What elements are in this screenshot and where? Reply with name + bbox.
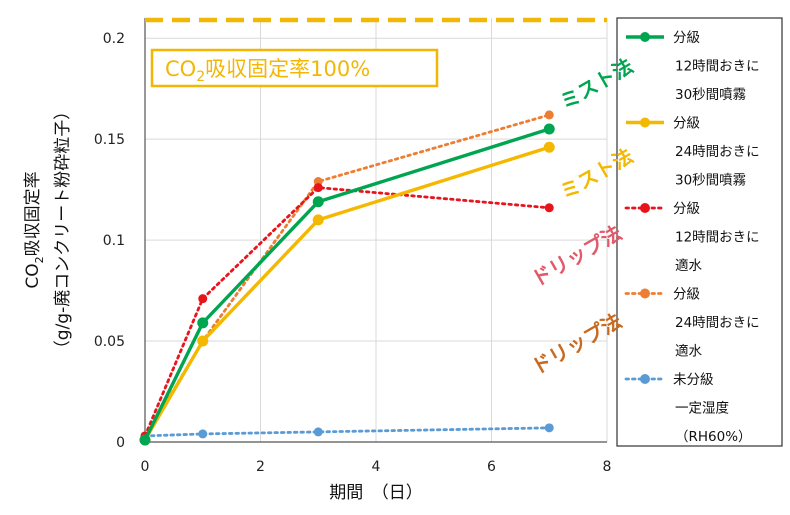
reference-label-rest: 吸収固定率100% — [205, 57, 370, 81]
legend-label-2-1: 12時間おきに — [675, 230, 760, 246]
reference-label-sub: 2 — [196, 69, 205, 85]
legend-label-1-2: 30秒間噴霧 — [675, 173, 746, 189]
legend-marker-0 — [640, 32, 650, 42]
series-line-4 — [143, 426, 551, 438]
legend-label-0-1: 12時間おきに — [675, 59, 760, 75]
reference-label-box — [150, 48, 439, 88]
series-line-2 — [143, 186, 551, 438]
data-point-s2-1 — [198, 294, 208, 304]
y-tick-label: 0 — [116, 435, 125, 451]
data-point-s4-1 — [198, 429, 208, 439]
y-tick-label: 0.2 — [103, 31, 125, 47]
x-tick-label: 8 — [603, 459, 612, 475]
legend-marker-3 — [640, 288, 650, 299]
legend-label-2-0: 分級 — [673, 201, 701, 217]
x-tick-label: 2 — [256, 459, 265, 475]
legend-label-4-2: （RH60%） — [675, 429, 752, 445]
data-point-s1-3 — [543, 141, 555, 153]
data-point-s1-2 — [312, 214, 324, 226]
data-point-s0-1 — [197, 317, 209, 329]
reference-label-co: CO — [165, 57, 196, 81]
x-tick-label: 0 — [141, 459, 150, 475]
y-axis-title-sub: 2 — [33, 256, 46, 263]
legend-label-0-2: 30秒間噴霧 — [675, 87, 746, 103]
legend-label-1-0: 分級 — [673, 116, 701, 132]
legend-marker-4 — [640, 374, 650, 384]
legend-label-1-1: 24時間おきに — [675, 144, 760, 160]
y-tick-label: 0.15 — [94, 132, 125, 148]
data-point-s2-3 — [544, 203, 554, 213]
legend-label-3-0: 分級 — [673, 287, 701, 303]
x-axis-title: 期間 （日） — [329, 483, 423, 503]
data-point-s0-0 — [139, 434, 151, 446]
data-point-s0-2 — [312, 196, 324, 208]
y-axis-title-line1: CO2吸収固定率 — [23, 171, 46, 288]
data-point-s4-3 — [544, 423, 554, 433]
reference-label: CO2吸収固定率100% — [165, 57, 370, 85]
y-axis-title-co: CO — [23, 263, 43, 288]
y-axis-title-rest: 吸収固定率 — [23, 171, 43, 256]
legend-marker-2 — [640, 203, 650, 213]
legend-label-0-0: 分級 — [673, 30, 701, 46]
y-tick-label: 0.1 — [103, 233, 125, 249]
y-axis-title-line2: （g/g-廃コンクリート粉砕粒子） — [53, 103, 73, 357]
series-line-1 — [143, 145, 550, 441]
legend-marker-1 — [640, 117, 650, 128]
series-line-0 — [143, 127, 550, 441]
legend-label-4-1: 一定湿度 — [675, 401, 729, 417]
legend-label-3-2: 適水 — [675, 343, 703, 360]
data-point-s4-2 — [313, 427, 323, 437]
y-axis-title: CO2吸収固定率 （g/g-廃コンクリート粉砕粒子） — [23, 103, 73, 357]
legend-label-2-2: 適水 — [675, 257, 703, 274]
legend-label-3-1: 24時間おきに — [675, 315, 760, 331]
data-point-s3-3 — [544, 110, 554, 120]
data-point-s2-2 — [313, 183, 323, 193]
data-point-s0-3 — [543, 123, 555, 135]
y-tick-label: 0.05 — [94, 334, 125, 350]
x-tick-label: 4 — [372, 459, 381, 475]
data-point-s1-1 — [197, 335, 209, 347]
x-tick-label: 6 — [487, 459, 496, 475]
legend-label-4-0: 未分級 — [673, 372, 714, 388]
